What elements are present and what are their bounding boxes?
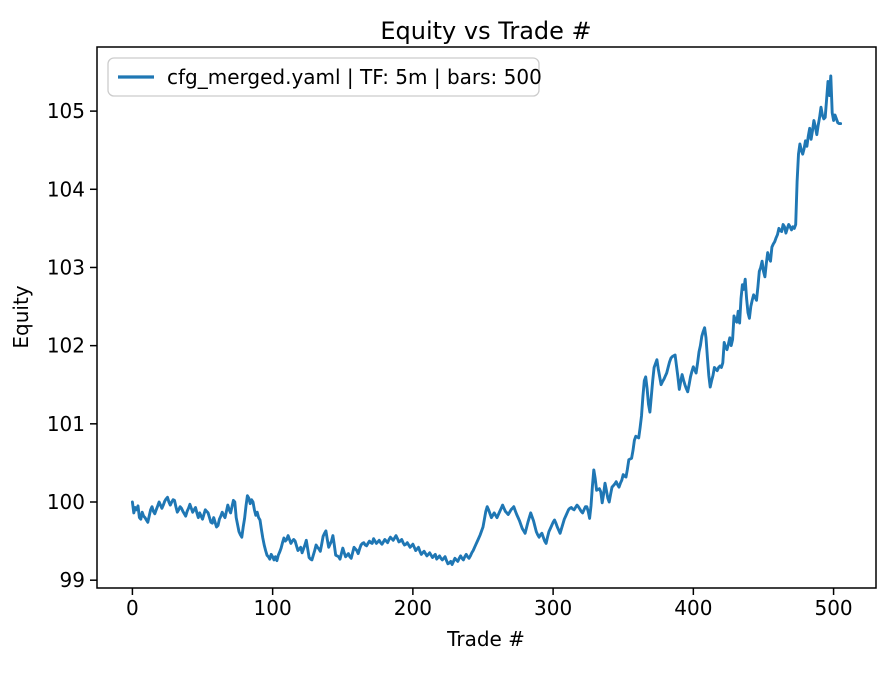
legend-label: cfg_merged.yaml | TF: 5m | bars: 500 (167, 65, 542, 89)
chart-title: Equity vs Trade # (380, 17, 591, 45)
x-tick-label: 200 (394, 596, 432, 620)
y-tick-label: 105 (47, 99, 85, 123)
y-tick-label: 103 (47, 255, 85, 279)
x-axis-label: Trade # (446, 627, 525, 651)
legend: cfg_merged.yaml | TF: 5m | bars: 500 (107, 57, 542, 97)
x-tick-label: 300 (534, 596, 572, 620)
y-axis-label: Equity (9, 285, 33, 348)
x-axis-ticks: 0 100 200 300 400 500 (126, 588, 853, 620)
legend-box (107, 57, 540, 97)
y-tick-label: 101 (47, 412, 85, 436)
y-tick-label: 100 (47, 490, 85, 514)
series-line-group (130, 74, 843, 566)
axes-frame (96, 46, 877, 589)
x-tick-label: 500 (814, 596, 852, 620)
y-tick-label: 102 (47, 334, 85, 358)
y-axis-ticks: 99 100 101 102 103 104 105 (47, 99, 97, 592)
x-tick-label: 100 (254, 596, 292, 620)
x-tick-label: 400 (674, 596, 712, 620)
plot-area (97, 47, 876, 588)
y-tick-label: 104 (47, 177, 85, 201)
y-tick-label: 99 (60, 568, 85, 592)
equity-line (130, 74, 843, 566)
x-tick-label: 0 (126, 596, 139, 620)
